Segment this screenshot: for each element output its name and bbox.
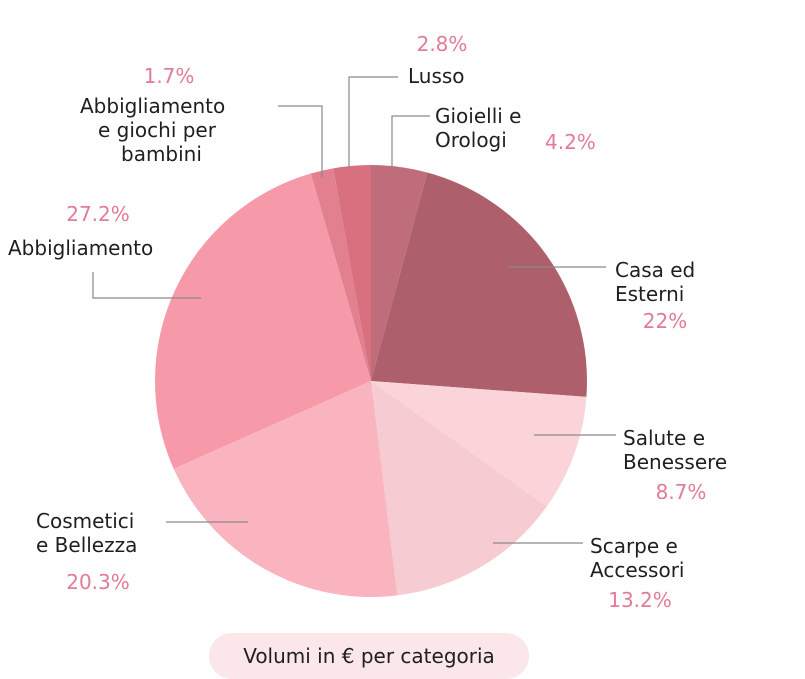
pie-slice [371, 165, 428, 381]
leader-line [92, 272, 201, 299]
pie-slice [155, 173, 371, 469]
pie-slice [310, 168, 371, 381]
slice-value-label: 13.2% [608, 588, 672, 612]
slice-label: Abbigliamento [8, 236, 153, 260]
slice-label: Abbigliamento [80, 94, 225, 118]
slice-value-label: 1.7% [144, 64, 195, 88]
slice-label: Benessere [623, 450, 727, 474]
slice-label: Scarpe e [590, 534, 678, 558]
leader-line [278, 105, 323, 178]
slice-label: e giochi per [98, 118, 217, 142]
pie-slice [173, 381, 398, 597]
slice-label: Accessori [590, 558, 684, 582]
pie-slice [371, 172, 587, 397]
slice-value-label: 27.2% [66, 202, 130, 226]
slice-value-label: 8.7% [656, 480, 707, 504]
slice-value-label: 4.2% [545, 130, 596, 154]
chart-caption: Volumi in € per categoria [209, 633, 529, 679]
slice-label: bambini [121, 142, 202, 166]
leader-line [348, 76, 398, 168]
slice-value-label: 2.8% [417, 32, 468, 56]
slice-label: Gioielli e [435, 104, 521, 128]
slice-label: Cosmetici [36, 509, 134, 533]
slice-label: Salute e [623, 426, 705, 450]
slice-label: e Bellezza [36, 533, 137, 557]
leader-line [391, 115, 430, 168]
slice-label: Orologi [435, 128, 507, 152]
slice-label: Casa ed [615, 258, 695, 282]
slice-value-label: 22% [643, 309, 687, 333]
pie-slice [371, 381, 587, 507]
pie-slice [371, 381, 547, 596]
slice-label: Lusso [408, 64, 465, 88]
slice-label: Esterni [615, 282, 684, 306]
pie-slice [333, 165, 371, 381]
slice-value-label: 20.3% [66, 570, 130, 594]
